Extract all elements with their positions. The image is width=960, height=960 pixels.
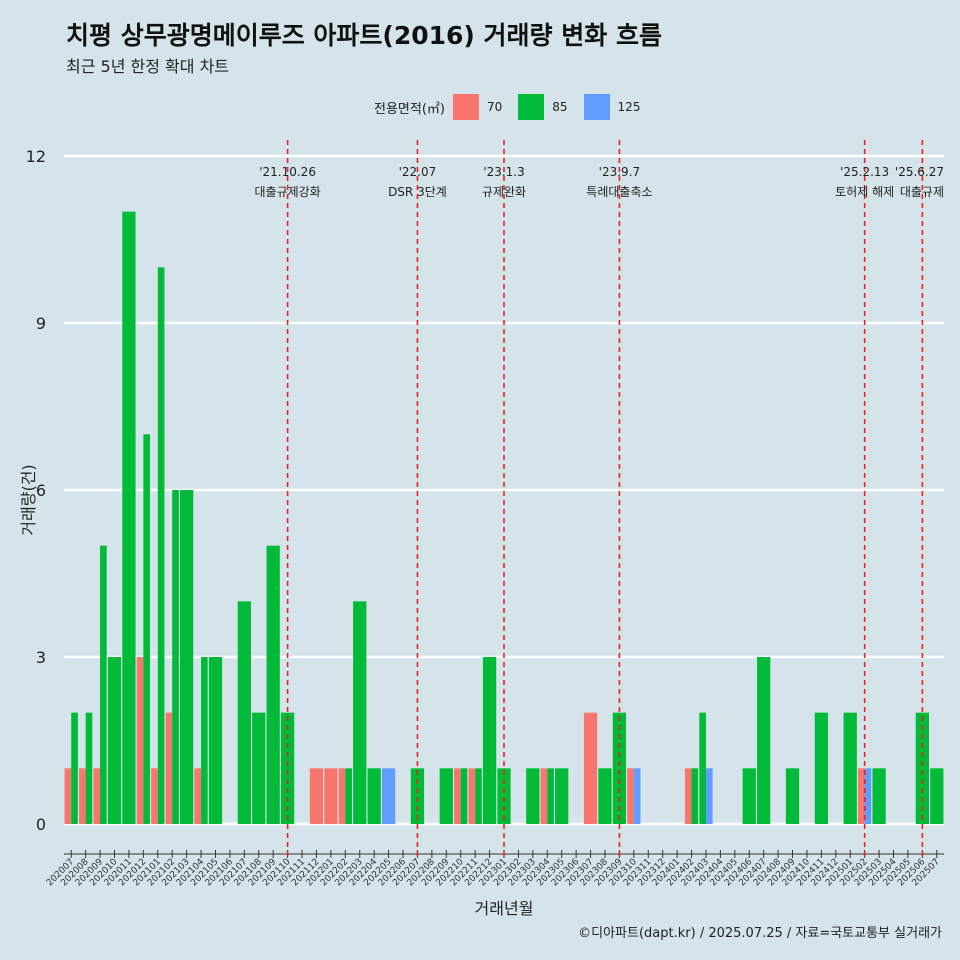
event-date-202110: '21.10.26 <box>259 165 316 179</box>
bar-202108-85 <box>252 712 266 824</box>
bar-202209-85 <box>439 768 453 824</box>
bar-202107-85 <box>237 601 251 824</box>
bar-202211-85 <box>475 768 482 824</box>
legend-key-70 <box>452 94 479 120</box>
bar-202110-85 <box>280 712 295 824</box>
bar-202210-85 <box>460 768 468 824</box>
bar-202109-85 <box>266 545 280 824</box>
bar-202012-70 <box>136 657 144 824</box>
bar-202105-85 <box>208 657 223 824</box>
bar-202102-70 <box>165 712 173 824</box>
bar-202403-85 <box>699 712 706 824</box>
bar-202501-85 <box>843 712 857 824</box>
event-label-202502: 토허제 해제 <box>835 185 894 199</box>
y-tick-label-6: 6 <box>36 481 46 500</box>
legend-title: 전용면적(㎡) <box>374 101 445 117</box>
legend-label-125: 125 <box>617 100 641 114</box>
bar-202303-85 <box>526 768 540 824</box>
bar-202207-85 <box>410 768 425 824</box>
bar-202007-70 <box>64 768 72 824</box>
bar-202202-85 <box>345 768 352 824</box>
y-tick-label-3: 3 <box>36 648 46 667</box>
bar-202503-85 <box>872 768 886 824</box>
legend-label-85: 85 <box>552 100 568 114</box>
event-label-202110: 대출규제강화 <box>254 185 320 199</box>
event-label-202506: 대출규제 <box>900 185 944 199</box>
legend-key-85 <box>518 94 545 120</box>
source-caption: ©디아파트(dapt.kr) / 2025.07.25 / 자료=국토교통부 실… <box>578 926 942 941</box>
event-date-202309: '23.9.7 <box>599 165 640 179</box>
event-label-202309: 특례대출축소 <box>586 185 652 199</box>
bar-202101-85 <box>157 267 165 824</box>
bar-202403-125 <box>705 768 713 824</box>
bar-202202-70 <box>338 768 346 824</box>
event-date-202207: '22.07 <box>399 165 437 179</box>
bar-202205-125 <box>381 768 396 824</box>
bar-202305-85 <box>555 768 569 824</box>
bar-202406-85 <box>742 768 756 824</box>
bar-202309-85 <box>612 712 627 824</box>
bar-202307-70 <box>583 712 598 824</box>
bar-202008-85 <box>85 712 93 824</box>
legend: 전용면적(㎡) 70 85 125 <box>374 93 656 121</box>
bar-202506-85 <box>915 712 929 824</box>
chart-title: 치평 상무광명메이루즈 아파트(2016) 거래량 변화 흐름 <box>66 21 662 50</box>
bar-202011-85 <box>122 211 136 824</box>
bar-202203-85 <box>353 601 367 824</box>
bar-202310-125 <box>633 768 641 824</box>
y-axis-title: 거래량(건) <box>19 464 38 535</box>
chart-subtitle: 최근 5년 한정 확대 차트 <box>66 57 230 76</box>
bar-202409-85 <box>785 768 800 824</box>
bar-202010-85 <box>107 657 122 824</box>
bar-202304-70 <box>540 768 548 824</box>
bar-202310-70 <box>627 768 634 824</box>
bar-202009-85 <box>100 545 107 824</box>
bar-202201-70 <box>324 768 338 824</box>
x-axis-title: 거래년월 <box>475 899 534 918</box>
event-date-202301: '23.1.3 <box>483 165 524 179</box>
y-tick-label-0: 0 <box>36 815 46 834</box>
bar-202502-125 <box>864 768 872 824</box>
bar-202009-70 <box>93 768 101 824</box>
event-date-202502: '25.2.13 <box>840 165 889 179</box>
bar-202304-85 <box>547 768 554 824</box>
bar-202112-70 <box>309 768 324 824</box>
bar-202211-70 <box>468 768 476 824</box>
legend-key-125 <box>583 94 610 120</box>
event-label-202301: 규제완화 <box>482 185 526 199</box>
bar-202204-85 <box>367 768 381 824</box>
bar-202012-85 <box>143 434 150 824</box>
bar-202008-70 <box>79 768 86 824</box>
legend-label-70: 70 <box>486 100 503 114</box>
bar-202402-85 <box>691 768 699 824</box>
bar-202104-70 <box>194 768 202 824</box>
bar-202507-85 <box>930 768 944 824</box>
bar-202308-85 <box>598 768 612 824</box>
bar-202102-85 <box>172 490 179 824</box>
y-tick-label-9: 9 <box>36 314 46 333</box>
bar-202411-85 <box>814 712 829 824</box>
bar-202301-85 <box>497 768 511 824</box>
bar-202210-70 <box>454 768 461 824</box>
event-date-202506: '25.6.27 <box>895 165 944 179</box>
bar-202103-85 <box>179 490 194 824</box>
bar-202104-85 <box>201 657 208 824</box>
bar-202402-70 <box>684 768 692 824</box>
event-label-202207: DSR 3단계 <box>388 185 447 199</box>
bar-202212-85 <box>482 657 497 824</box>
bar-202407-85 <box>757 657 771 824</box>
y-tick-label-12: 12 <box>26 147 46 166</box>
bar-202502-70 <box>858 768 865 824</box>
bar-202007-85 <box>71 712 78 824</box>
bar-202101-70 <box>151 768 158 824</box>
